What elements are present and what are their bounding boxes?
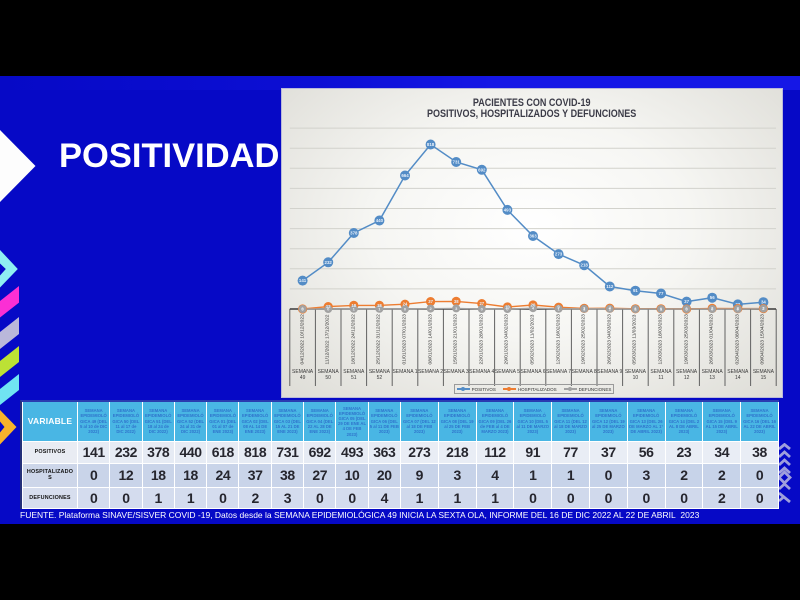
svg-text:3: 3 bbox=[711, 306, 714, 311]
svg-text:1: 1 bbox=[634, 306, 637, 311]
svg-text:1: 1 bbox=[557, 306, 560, 311]
svg-text:10: 10 bbox=[505, 305, 510, 310]
svg-text:218: 218 bbox=[581, 263, 589, 268]
svg-text:1: 1 bbox=[660, 306, 663, 311]
svg-text:0: 0 bbox=[685, 307, 688, 312]
svg-text:24: 24 bbox=[403, 302, 408, 307]
svg-text:273: 273 bbox=[555, 252, 563, 257]
svg-text:0: 0 bbox=[301, 307, 304, 312]
svg-text:2: 2 bbox=[737, 306, 740, 311]
svg-text:56: 56 bbox=[710, 295, 715, 300]
svg-text:38: 38 bbox=[454, 299, 459, 304]
svg-text:493: 493 bbox=[504, 207, 512, 212]
svg-text:27: 27 bbox=[479, 301, 484, 306]
svg-text:232: 232 bbox=[325, 260, 333, 265]
svg-text:0: 0 bbox=[506, 307, 509, 312]
svg-text:9: 9 bbox=[557, 305, 560, 310]
svg-text:731: 731 bbox=[453, 160, 461, 165]
svg-text:112: 112 bbox=[606, 284, 614, 289]
svg-text:141: 141 bbox=[299, 278, 307, 283]
svg-text:34: 34 bbox=[761, 300, 766, 305]
svg-text:1: 1 bbox=[609, 306, 612, 311]
svg-text:0: 0 bbox=[327, 307, 330, 312]
svg-text:1: 1 bbox=[378, 306, 381, 311]
svg-text:0: 0 bbox=[481, 307, 484, 312]
svg-text:4: 4 bbox=[532, 306, 535, 311]
svg-text:18: 18 bbox=[351, 303, 356, 308]
svg-text:0: 0 bbox=[660, 307, 663, 312]
svg-text:18: 18 bbox=[377, 303, 382, 308]
svg-text:692: 692 bbox=[478, 167, 486, 172]
svg-text:12: 12 bbox=[326, 304, 331, 309]
svg-text:37: 37 bbox=[684, 299, 689, 304]
svg-text:664: 664 bbox=[401, 173, 409, 178]
svg-text:0: 0 bbox=[404, 307, 407, 312]
svg-text:2: 2 bbox=[762, 306, 765, 311]
svg-text:440: 440 bbox=[376, 218, 384, 223]
svg-text:3: 3 bbox=[455, 306, 458, 311]
svg-text:0: 0 bbox=[301, 307, 304, 312]
svg-text:0: 0 bbox=[634, 307, 637, 312]
svg-text:91: 91 bbox=[633, 288, 638, 293]
svg-text:0: 0 bbox=[737, 307, 740, 312]
svg-text:4: 4 bbox=[609, 306, 612, 311]
svg-text:363: 363 bbox=[529, 234, 537, 239]
svg-text:1: 1 bbox=[583, 306, 586, 311]
svg-text:77: 77 bbox=[659, 291, 664, 296]
svg-text:1: 1 bbox=[353, 306, 356, 311]
svg-text:0: 0 bbox=[685, 307, 688, 312]
svg-text:2: 2 bbox=[429, 306, 432, 311]
svg-text:818: 818 bbox=[427, 142, 435, 147]
svg-text:378: 378 bbox=[350, 231, 358, 236]
svg-text:37: 37 bbox=[428, 299, 433, 304]
svg-text:2: 2 bbox=[762, 306, 765, 311]
svg-text:3: 3 bbox=[583, 306, 586, 311]
svg-text:0: 0 bbox=[711, 307, 714, 312]
svg-text:20: 20 bbox=[531, 303, 536, 308]
